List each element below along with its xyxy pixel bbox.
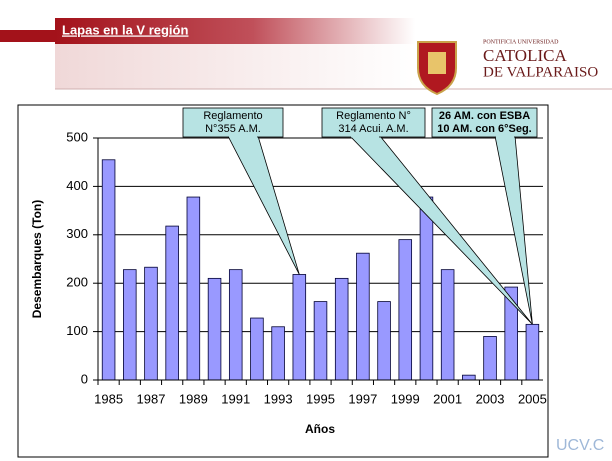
bar (356, 252, 370, 381)
bar (440, 269, 455, 381)
logo-text: PONTIFICIA UNIVERSIDAD (483, 39, 559, 45)
bar (250, 317, 264, 381)
callout-join (229, 135, 257, 138)
bar (525, 323, 540, 381)
header-fade (55, 44, 415, 89)
bar (144, 266, 158, 381)
bar (123, 269, 137, 381)
y-tick-label: 100 (66, 323, 88, 338)
x-tick-label: 1995 (306, 391, 335, 406)
y-tick-label: 0 (81, 371, 88, 386)
bar (483, 336, 497, 381)
x-tick-label: 1987 (137, 391, 166, 406)
callout-join (496, 135, 514, 138)
logo-text: DE VALPARAISO (483, 64, 598, 80)
bar (101, 159, 116, 381)
x-tick-label: 1999 (391, 391, 420, 406)
bar (271, 326, 285, 381)
header-strip (0, 30, 55, 42)
slide-title: Lapas en la V región (62, 22, 188, 37)
x-tick-label: 1989 (179, 391, 208, 406)
y-tick-label: 200 (66, 275, 88, 290)
bar (292, 274, 307, 381)
bar (313, 301, 328, 381)
x-tick-label: 1991 (221, 391, 250, 406)
callout-text: 26 AM. con ESBA (439, 110, 530, 122)
callout-join (351, 135, 379, 138)
x-tick-label: 2001 (433, 391, 462, 406)
callout-text: N°355 A.M. (205, 123, 261, 135)
x-tick-label: 1985 (94, 391, 123, 406)
watermark: UCV.C (556, 437, 604, 454)
y-tick-label: 300 (66, 226, 88, 241)
callout-text: Reglamento N° (336, 110, 411, 122)
x-tick-label: 1997 (348, 391, 377, 406)
callout-text: Reglamento (203, 110, 262, 122)
logo: PONTIFICIA UNIVERSIDAD CATOLICA DE VALPA… (417, 39, 598, 96)
bar (165, 225, 179, 381)
callout-box (431, 107, 538, 138)
bar (419, 196, 434, 381)
y-tick-label: 400 (66, 178, 88, 193)
x-axis-label: Años (305, 422, 335, 436)
callout-box (182, 107, 284, 138)
x-tick-label: 1993 (264, 391, 293, 406)
x-tick-label: 2005 (518, 391, 547, 406)
x-tick-label: 2003 (476, 391, 505, 406)
bar (334, 277, 349, 381)
callout-box (321, 107, 426, 138)
callout-text: 314 Acui. A.M. (338, 123, 408, 135)
logo-text: CATOLICA (483, 46, 567, 65)
bar (462, 374, 476, 381)
bar (228, 269, 243, 381)
bar (186, 196, 201, 381)
logo-inner (428, 52, 446, 74)
callout-text: 10 AM. con 6°Seg. (437, 123, 531, 135)
y-axis-label: Desembarques (Ton) (30, 200, 44, 318)
bar (398, 239, 413, 381)
y-tick-label: 500 (66, 129, 88, 144)
bar (207, 277, 222, 381)
header-band (55, 18, 415, 44)
bar (377, 301, 391, 381)
